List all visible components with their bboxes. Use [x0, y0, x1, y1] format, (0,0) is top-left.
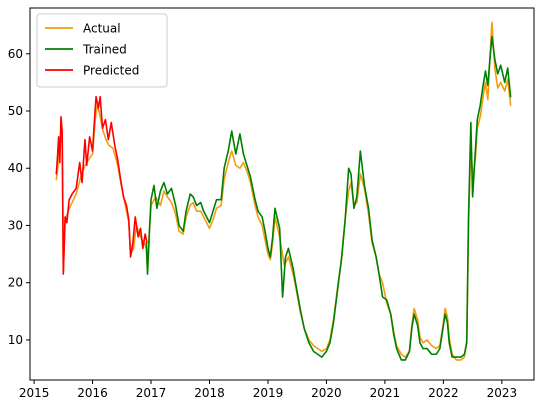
x-tick-label: 2018	[194, 386, 225, 400]
legend-box	[36, 13, 168, 88]
legend-label-predicted: Predicted	[83, 64, 139, 78]
axes: 2015 2016 2017 2018 2019 2020 2021 2022 2023 10 20…	[8, 7, 535, 400]
series-line-trained	[145, 35, 512, 361]
x-tick-label: 2015	[19, 386, 50, 400]
x-tick-label: 2020	[311, 386, 342, 400]
plot-area	[55, 21, 512, 361]
x-tick-label: 2016	[77, 386, 108, 400]
legend-label-actual: Actual	[83, 22, 121, 36]
y-tick-label: 40	[8, 161, 23, 175]
axes-frame	[29, 7, 535, 381]
x-tick-label: 2023	[487, 386, 518, 400]
legend: Actual Trained Predicted	[36, 13, 168, 88]
legend-label-trained: Trained	[82, 43, 127, 57]
y-tick-label: 10	[8, 333, 23, 347]
x-tick-label: 2017	[136, 386, 167, 400]
x-tick-label: 2021	[370, 386, 401, 400]
y-tick-label: 50	[8, 104, 23, 118]
y-tick-label: 20	[8, 276, 23, 290]
x-tick-label: 2019	[253, 386, 284, 400]
y-tick-label: 60	[8, 47, 23, 61]
x-tick-label: 2022	[428, 386, 459, 400]
y-tick-label: 30	[8, 218, 23, 232]
series-line-predicted	[55, 95, 148, 275]
